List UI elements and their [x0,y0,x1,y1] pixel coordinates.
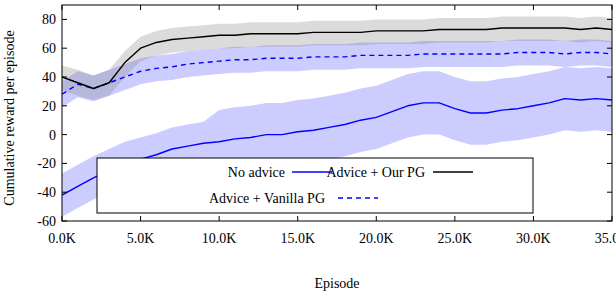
y-tick-label: -60 [37,214,56,229]
y-tick [607,163,612,164]
y-tick [607,192,612,193]
x-tick [62,216,63,221]
y-tick [62,134,67,135]
series-line [62,28,612,88]
x-tick [376,5,377,10]
x-tick [140,5,141,10]
y-tick [62,221,67,222]
chart: 0.0K 5.0K 10.0K 15.0K 20.0K 25.0K 30.0K 35.0K -6… [0,0,616,294]
x-tick [219,216,220,221]
x-tick-label: 30.0K [516,231,551,246]
y-tick [62,77,67,78]
y-axis-label: Cumulative reward per episode [2,30,17,205]
legend-swatch [433,171,473,172]
x-tick [297,216,298,221]
y-tick-label: 40 [42,70,56,85]
y-tick [62,48,67,49]
plot-frame [62,5,612,221]
y-tick [607,77,612,78]
y-tick [62,105,67,106]
x-tick-label: 5.0K [127,231,155,246]
x-tick [219,5,220,10]
y-tick [607,19,612,20]
x-tick [533,216,534,221]
x-tick-label: 10.0K [202,231,237,246]
y-tick-label: 60 [42,41,56,56]
x-tick [454,216,455,221]
legend-label: Advice + Our PG [327,165,426,180]
x-tick-label: 0.0K [48,231,76,246]
y-tick-label: -20 [37,156,56,171]
y-tick-label: 80 [42,12,56,27]
y-tick-label: 20 [42,99,56,114]
y-tick-label: 0 [49,128,56,143]
y-tick [62,192,67,193]
x-tick [376,216,377,221]
x-axis-label: Episode [314,276,359,291]
x-tick [140,216,141,221]
error-band [62,67,612,217]
x-tick-label: 20.0K [359,231,394,246]
legend: No advice Advice + Vanilla PGAdvice + Our… [97,158,533,213]
legend-label: No advice [228,165,285,180]
legend-swatch [338,197,378,198]
y-tick-label: -40 [37,185,56,200]
y-tick [607,48,612,49]
x-tick-label: 25.0K [438,231,473,246]
error-band [62,17,612,101]
series-line [62,53,612,95]
y-tick [62,163,67,164]
x-tick [297,5,298,10]
plot-area [62,17,612,217]
x-tick [454,5,455,10]
x-tick [612,216,613,221]
legend-label: Advice + Vanilla PG [209,191,325,206]
legend-box [97,158,533,213]
y-tick [62,19,67,20]
x-tick-label: 15.0K [280,231,315,246]
x-tick-label: 35.0K [595,231,616,246]
x-tick [612,5,613,10]
y-tick [607,134,612,135]
y-tick [607,221,612,222]
x-tick [533,5,534,10]
y-tick [607,105,612,106]
x-tick [62,5,63,10]
